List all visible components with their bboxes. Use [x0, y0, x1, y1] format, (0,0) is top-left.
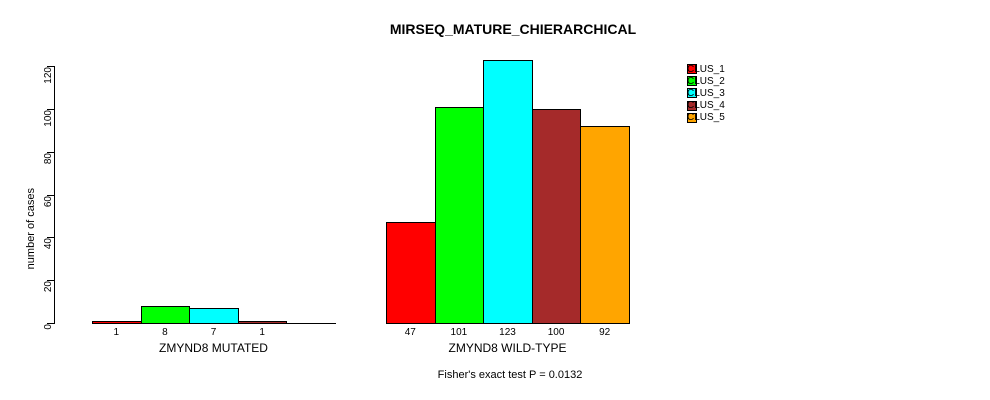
x-group-label: ZMYND8 MUTATED: [159, 341, 268, 355]
bar-value-label: 7: [210, 327, 217, 338]
y-tick-label-text: 80: [43, 152, 54, 164]
bar-value-label: 1: [259, 327, 265, 338]
bar-clus_1: [386, 222, 436, 324]
bar-value-label: 100: [547, 327, 565, 338]
bar-clus_4: [531, 108, 582, 324]
legend-item: CLUS_3: [687, 87, 807, 99]
bar-clus_5: [580, 125, 630, 324]
bar-clus_3: [483, 59, 533, 324]
bar-clus_2: [434, 106, 485, 324]
bar-value-label: 8: [162, 327, 168, 338]
fisher-test-annotation: Fisher's exact test P = 0.0132: [437, 369, 583, 381]
y-tick-label-text: 60: [43, 195, 54, 207]
legend-swatch: [687, 64, 697, 75]
legend-label: CLUS_1: [687, 63, 725, 75]
y-tick-mark: [47, 323, 54, 324]
legend-item: CLUS_1: [687, 63, 807, 75]
bar-value-label: 92: [599, 327, 611, 338]
y-tick-mark: [47, 237, 54, 239]
legend-label: CLUS_2: [687, 75, 725, 87]
bar-clus_1: [92, 320, 142, 324]
legend-swatch: [687, 100, 697, 111]
y-tick-mark: [47, 66, 54, 67]
y-tick-mark: [47, 280, 54, 282]
legend-label: CLUS_4: [687, 100, 725, 112]
legend-swatch: [687, 112, 697, 123]
legend-item: CLUS_2: [687, 75, 807, 87]
y-tick-mark: [47, 108, 54, 110]
bar-value-label: 47: [404, 327, 416, 338]
y-axis-line: [54, 66, 55, 324]
bar-clus_3: [189, 308, 239, 324]
legend: CLUS_1 CLUS_2 CLUS_3 CLUS_4 CLUS_5: [687, 63, 807, 133]
y-tick-label-text: 100: [43, 109, 54, 127]
bar-clus_2: [140, 305, 191, 324]
chart-title: MIRSEQ_MATURE_CHIERARCHICAL: [389, 21, 637, 37]
y-tick-label-text: 0: [43, 324, 54, 330]
y-tick-label-text: 40: [43, 238, 54, 250]
y-tick-mark: [47, 194, 54, 196]
bar-value-label: 1: [113, 327, 120, 338]
x-group-label: ZMYND8 WILD-TYPE: [448, 341, 567, 355]
legend-item: CLUS_4: [687, 100, 807, 112]
y-tick-label-text: 20: [43, 281, 54, 293]
bar-clus_4: [237, 320, 288, 324]
bar-value-label: 101: [450, 327, 468, 338]
legend-item: CLUS_5: [687, 112, 807, 124]
zero-height-bar: [286, 323, 336, 324]
legend-swatch: [687, 76, 697, 87]
legend-label: CLUS_5: [687, 112, 725, 124]
legend-label: CLUS_3: [687, 87, 725, 99]
y-tick-label-text: 120: [43, 67, 54, 84]
y-tick-mark: [47, 151, 54, 153]
bar-value-label: 123: [499, 327, 516, 338]
legend-swatch: [687, 88, 697, 99]
